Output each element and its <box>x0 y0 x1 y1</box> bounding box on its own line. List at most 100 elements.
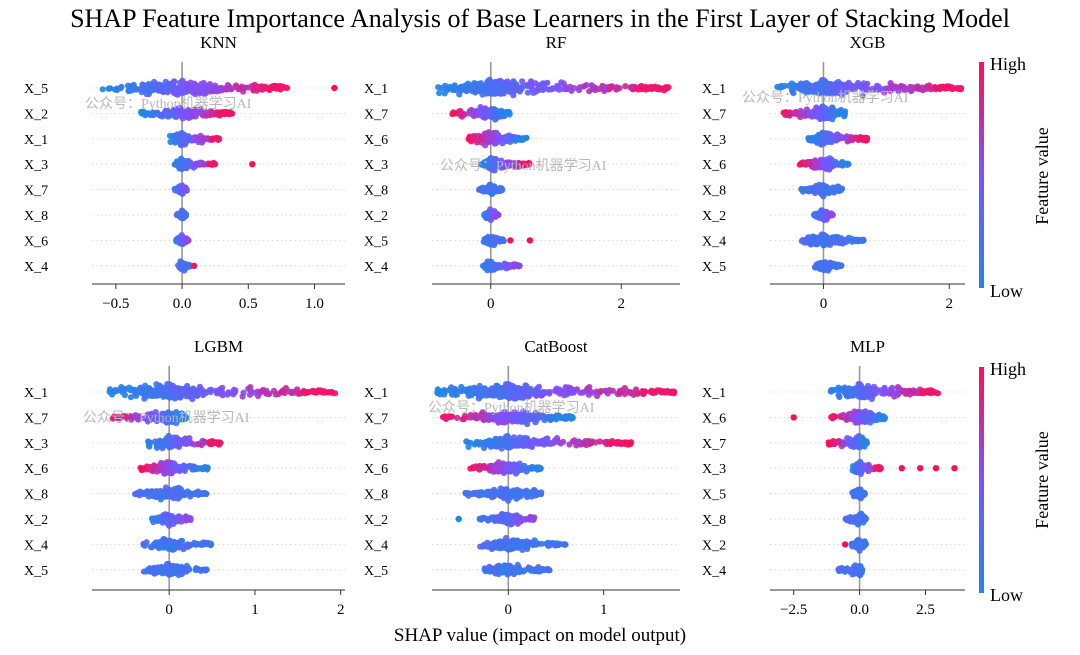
shap-point <box>204 464 211 471</box>
shap-outlier <box>249 161 256 168</box>
shap-point <box>829 235 836 242</box>
shap-point <box>168 470 175 477</box>
feature-label-x_2: X_2 <box>364 209 388 224</box>
shap-point <box>838 262 845 269</box>
shap-point <box>278 389 286 396</box>
shap-point <box>184 542 191 549</box>
shap-point <box>185 262 192 269</box>
shap-point <box>797 114 804 121</box>
shap-point <box>208 161 215 168</box>
shap-point <box>480 107 487 114</box>
shap-point <box>468 387 475 394</box>
shap-point <box>116 386 123 394</box>
shap-point <box>788 80 796 87</box>
x-tick-label: 2 <box>618 296 626 312</box>
shap-point <box>446 387 453 394</box>
shap-point <box>147 439 154 446</box>
shap-point <box>517 386 524 393</box>
shap-point <box>182 187 189 194</box>
shap-point <box>613 84 621 91</box>
shap-point <box>809 236 817 243</box>
shap-point <box>943 85 950 92</box>
feature-label-x_3: X_3 <box>364 158 388 173</box>
feature-label-x_2: X_2 <box>702 209 726 224</box>
shap-point <box>184 515 191 523</box>
shap-point <box>166 571 173 578</box>
shap-point <box>824 240 832 247</box>
shap-point <box>143 91 150 98</box>
shap-point <box>181 134 188 141</box>
shap-point <box>510 79 517 86</box>
shap-point <box>482 239 489 246</box>
feature-label-x_4: X_4 <box>702 234 726 249</box>
shap-point <box>524 89 532 96</box>
feature-label-x_8: X_8 <box>364 184 388 199</box>
feature-label-x_4: X_4 <box>364 260 388 275</box>
shap-point <box>501 260 508 267</box>
shap-point <box>207 439 214 446</box>
shap-point <box>179 87 186 94</box>
shap-point <box>468 109 475 116</box>
feature-label-x_6: X_6 <box>24 234 48 249</box>
shap-point <box>173 515 180 523</box>
shap-point <box>842 133 850 140</box>
shap-point <box>199 541 207 548</box>
shap-point <box>165 87 172 95</box>
shap-point <box>567 83 574 90</box>
shap-point <box>217 390 224 397</box>
shap-point <box>503 393 510 400</box>
shap-point <box>139 81 146 88</box>
shap-point <box>146 565 153 572</box>
shap-point <box>162 78 169 85</box>
shap-point <box>232 387 239 394</box>
shap-point <box>924 83 931 90</box>
shap-point <box>833 80 840 87</box>
shap-point <box>189 136 196 143</box>
shap-point <box>213 439 220 446</box>
shap-point <box>126 384 133 391</box>
shap-point <box>141 86 149 93</box>
shap-point <box>480 134 487 141</box>
shap-point <box>167 542 174 549</box>
shap-point <box>635 390 642 397</box>
shap-point <box>515 262 523 269</box>
shap-point <box>152 515 159 522</box>
shap-point <box>201 490 208 497</box>
panel-title-lgbm: LGBM <box>194 337 243 356</box>
shap-point <box>163 493 170 500</box>
panel-title-rf: RF <box>546 33 567 52</box>
shap-point <box>163 388 170 395</box>
shap-point <box>829 137 836 144</box>
shap-point <box>524 388 531 395</box>
shap-point <box>181 211 188 219</box>
feature-label-x_6: X_6 <box>702 158 726 173</box>
shap-point <box>810 108 817 115</box>
shap-point <box>654 85 661 93</box>
shap-point <box>177 488 185 495</box>
shap-point <box>145 493 152 500</box>
shap-point <box>263 390 270 397</box>
shap-point <box>190 82 197 89</box>
x-tick-label: 2 <box>337 602 345 618</box>
figure-title: SHAP Feature Importance Analysis of Base… <box>70 4 1010 33</box>
shap-point <box>579 389 586 396</box>
shap-point <box>180 141 187 148</box>
shap-point <box>222 85 229 92</box>
shap-point <box>854 79 862 87</box>
shap-point <box>517 135 524 143</box>
shap-point <box>836 109 843 116</box>
shap-point <box>819 162 826 169</box>
shap-point <box>827 161 835 168</box>
shap-point <box>495 388 502 395</box>
shap-point <box>796 161 803 168</box>
shap-point <box>188 390 195 397</box>
feature-label-x_7: X_7 <box>702 107 726 122</box>
shap-point <box>212 87 219 94</box>
shap-point <box>117 85 124 92</box>
shap-point <box>586 384 593 391</box>
x-tick-label: 0 <box>820 296 828 312</box>
shap-point <box>162 462 169 469</box>
feature-label-x_1: X_1 <box>24 386 48 401</box>
shap-point <box>643 84 650 92</box>
